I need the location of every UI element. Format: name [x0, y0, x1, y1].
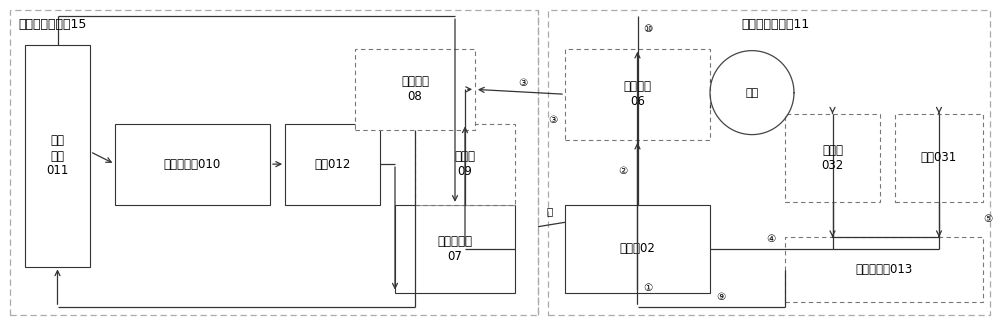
Text: 风扇012: 风扇012 [314, 158, 351, 171]
Text: 电动机冷却系统11: 电动机冷却系统11 [741, 18, 809, 31]
Text: ③: ③ [548, 115, 558, 125]
Bar [415, 124, 515, 205]
Bar [25, 46, 90, 266]
Bar [785, 114, 880, 202]
Text: ⑩: ⑩ [643, 24, 652, 34]
Text: 第二水泵
06: 第二水泵 06 [624, 80, 652, 108]
Text: ⑪: ⑪ [547, 206, 553, 216]
Text: 逆变器
032: 逆变器 032 [821, 144, 844, 172]
Bar [895, 114, 983, 202]
Text: 第一水泵
08: 第一水泵 08 [401, 75, 429, 103]
Text: 取暖器
09: 取暖器 09 [454, 150, 476, 178]
Text: ②: ② [618, 166, 627, 176]
Bar [548, 10, 990, 315]
Text: ⑤: ⑤ [983, 214, 993, 224]
Text: 电机: 电机 [745, 88, 759, 97]
Text: 发动机冷却系统15: 发动机冷却系统15 [18, 18, 86, 31]
Bar [395, 205, 515, 292]
Bar [785, 237, 983, 302]
Bar [285, 124, 380, 205]
Text: ④: ④ [767, 234, 776, 244]
Text: ①: ① [643, 283, 652, 292]
Text: 第二散热器013: 第二散热器013 [855, 263, 913, 276]
Bar [10, 10, 538, 315]
Bar [115, 124, 270, 205]
Text: 电机031: 电机031 [921, 151, 957, 164]
Text: ③: ③ [518, 78, 528, 88]
Bar [565, 49, 710, 140]
Text: 蓄电池02: 蓄电池02 [620, 242, 655, 255]
Bar [565, 205, 710, 292]
Text: 发动机水室
07: 发动机水室 07 [438, 235, 473, 263]
Text: 补偿
水桶
011: 补偿 水桶 011 [46, 135, 69, 177]
Text: ⑨: ⑨ [717, 292, 726, 302]
Text: 第一散热器010: 第一散热器010 [164, 158, 221, 171]
Bar [355, 49, 475, 130]
